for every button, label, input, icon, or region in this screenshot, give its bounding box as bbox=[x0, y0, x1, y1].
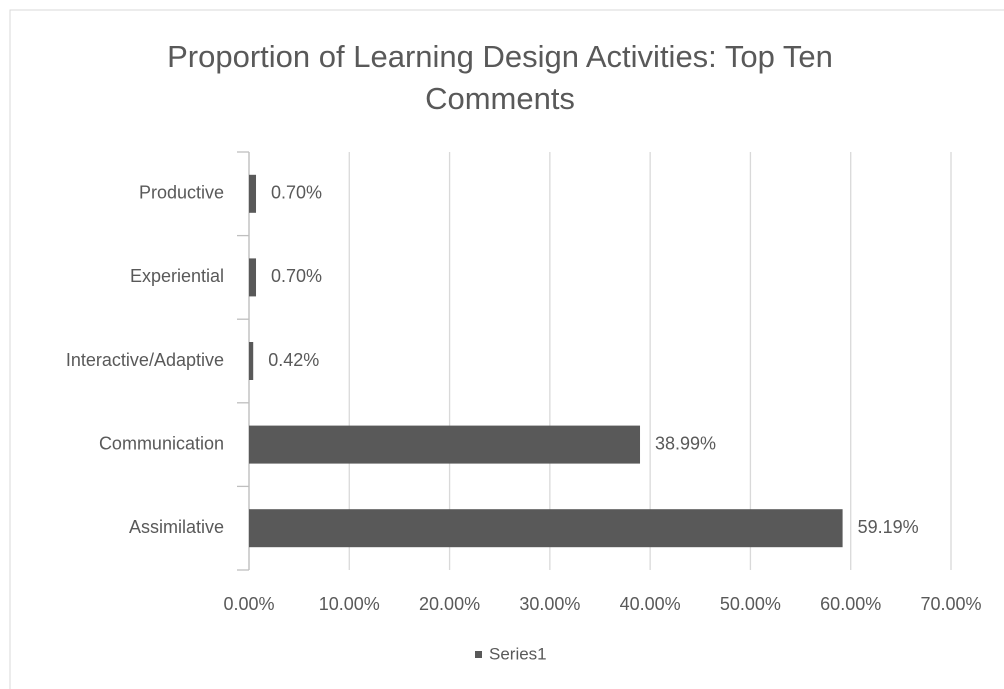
data-label: 0.70% bbox=[271, 266, 322, 286]
legend-swatch bbox=[475, 651, 482, 658]
legend-label: Series1 bbox=[489, 644, 547, 663]
data-label: 0.70% bbox=[271, 183, 322, 203]
bar bbox=[249, 425, 641, 464]
x-tick-label: 0.00% bbox=[223, 594, 274, 614]
chart-border bbox=[9, 9, 1004, 689]
bar bbox=[249, 258, 257, 297]
x-tick-label: 30.00% bbox=[519, 594, 580, 614]
y-tick-label: Interactive/Adaptive bbox=[66, 350, 224, 370]
data-label: 0.42% bbox=[268, 350, 319, 370]
x-tick-label: 60.00% bbox=[820, 594, 881, 614]
x-tick-label: 50.00% bbox=[720, 594, 781, 614]
bar bbox=[249, 174, 257, 213]
x-tick-label: 10.00% bbox=[319, 594, 380, 614]
x-tick-label: 40.00% bbox=[620, 594, 681, 614]
chart-title: Proportion of Learning Design Activities… bbox=[167, 39, 833, 116]
y-tick-label: Communication bbox=[99, 433, 224, 453]
y-tick-label: Experiential bbox=[130, 266, 224, 286]
x-tick-label: 70.00% bbox=[920, 594, 981, 614]
bar bbox=[249, 342, 254, 380]
y-tick-label: Productive bbox=[139, 183, 224, 203]
x-tick-label: 20.00% bbox=[419, 594, 480, 614]
bar bbox=[249, 509, 843, 548]
y-tick-label: Assimilative bbox=[129, 517, 224, 537]
data-label: 59.19% bbox=[858, 517, 919, 537]
data-label: 38.99% bbox=[655, 433, 716, 453]
